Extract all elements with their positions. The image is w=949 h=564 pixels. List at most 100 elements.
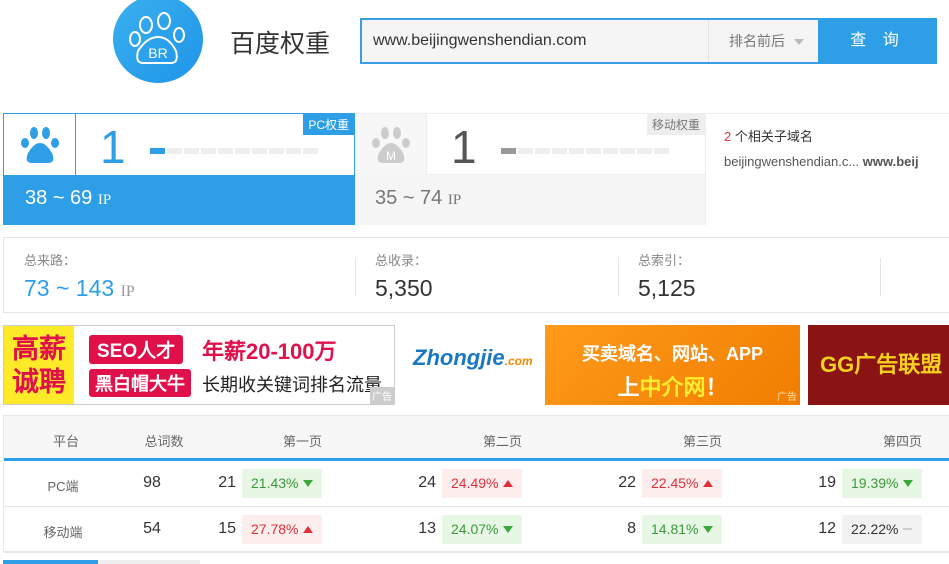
percent-value: 19.39% — [851, 475, 899, 491]
percent-value: 27.78% — [251, 521, 299, 537]
page-count: 13 — [418, 520, 436, 537]
ad-banner-gg[interactable]: GG广告联盟 — [808, 325, 949, 405]
baidu-paw-logo: BR — [113, 0, 203, 83]
subdomain-label: 个相关子域名 — [734, 129, 813, 144]
ad-text: 黑白帽大牛 — [89, 369, 191, 397]
arrow-down-icon — [903, 480, 914, 487]
page-count: 19 — [818, 474, 836, 491]
column-header: 第一页 — [282, 434, 322, 449]
ad-mark: 广告 — [370, 387, 394, 404]
zhongjie-logo: Zhongjie.com — [413, 345, 533, 370]
ad-text: 中介网 — [639, 375, 706, 400]
table-header: 平台 总词数 第一页 第二页 第三页 第四页 — [4, 416, 949, 461]
arrow-down-icon — [703, 526, 714, 533]
percent-badge: 14.81% — [642, 515, 722, 544]
ad-text: ！ — [705, 375, 728, 400]
percent-badge: 24.49% — [442, 469, 522, 498]
page-title: 百度权重 — [230, 30, 331, 58]
percent-value: 24.07% — [451, 521, 499, 537]
table-row: PC端 98 21 21.43% 24 24.49% 22 22.45% 19 19.39% — [4, 461, 949, 507]
weight-bar-segment — [235, 148, 250, 154]
weight-bar-segment — [518, 148, 533, 154]
table-row: 移动端 54 15 27.78% 13 24.07% 8 14.81% 12 22.22% — [4, 507, 949, 553]
pc-ip-value: 38 ~ 69 — [25, 187, 93, 209]
mobile-ip-range: 35 ~ 74 IP — [355, 175, 705, 225]
subdomain-link[interactable]: beijingwenshendian.c... — [724, 154, 860, 169]
weight-bar-segment — [620, 148, 635, 154]
weight-bar-segment — [501, 148, 516, 154]
page-count: 8 — [627, 520, 636, 537]
arrow-up-icon — [703, 480, 714, 487]
weight-bar-segment — [603, 148, 618, 154]
percent-value: 22.22% — [851, 521, 899, 537]
weight-bar-segment — [269, 148, 284, 154]
column-header: 平台 — [52, 434, 79, 449]
page-count: 21 — [218, 474, 236, 491]
svg-text:M: M — [386, 149, 396, 163]
arrow-up-icon — [503, 480, 514, 487]
index-label: 总索引： — [638, 253, 691, 268]
weight-bar-segment — [586, 148, 601, 154]
tab-active[interactable] — [3, 560, 98, 564]
subdomain-link[interactable]: www.beij — [862, 154, 919, 169]
column-header: 第二页 — [482, 434, 522, 449]
ad-text: 诚聘 — [12, 367, 66, 397]
weight-bar-segment — [184, 148, 199, 154]
percent-value: 22.45% — [651, 475, 699, 491]
dash-icon — [903, 528, 913, 530]
platform-cell: 移动端 — [43, 525, 83, 540]
query-button[interactable]: 查 询 — [818, 18, 937, 64]
ad-banner-zhongjie[interactable]: Zhongjie.com 买卖域名、网站、APP 上中介网！ 广告 — [405, 325, 800, 405]
percent-value: 14.81% — [651, 521, 699, 537]
weight-bar-segment — [552, 148, 567, 154]
ad-text: 买卖域名、网站、APP — [581, 344, 763, 364]
indexed-label: 总收录： — [375, 253, 428, 268]
divider — [880, 258, 881, 296]
search-box: 排名前后 — [360, 18, 818, 64]
ad-banner-seo-jobs[interactable]: 高薪 诚聘 SEO人才 年薪20-100万 黑白帽大牛 长期收关键词排名流量 广告 — [3, 325, 395, 405]
total-cell: 98 — [143, 474, 161, 491]
platform-cell: PC端 — [47, 479, 79, 494]
percent-value: 24.49% — [451, 475, 499, 491]
column-header: 第三页 — [682, 434, 722, 449]
ip-unit: IP — [447, 192, 462, 208]
mobile-weight-bar — [501, 148, 669, 154]
domain-input[interactable] — [362, 20, 708, 62]
ranking-table: 平台 总词数 第一页 第二页 第三页 第四页 PC端 98 21 21.43% 24 24.49% 2… — [3, 415, 949, 553]
percent-badge: 19.39% — [842, 469, 922, 498]
ip-unit: IP — [97, 192, 112, 208]
caret-down-icon — [794, 39, 804, 50]
percent-badge: 22.22% — [842, 515, 922, 544]
mobile-paw-icon: M — [355, 114, 427, 175]
page-count: 24 — [418, 474, 436, 491]
traffic-value: 73 ~ 143 — [24, 275, 115, 301]
weight-bar-segment — [637, 148, 652, 154]
column-header: 第四页 — [882, 434, 922, 449]
total-cell: 54 — [143, 520, 161, 537]
mobile-weight-value: 1 — [451, 121, 477, 173]
indexed-value: 5,350 — [375, 275, 433, 301]
divider — [355, 258, 356, 296]
weight-bar-segment — [201, 148, 216, 154]
tab[interactable] — [98, 560, 200, 564]
weight-bar-segment — [535, 148, 550, 154]
subdomains-panel: 2 个相关子域名 beijingwenshendian.c... www.bei… — [705, 113, 949, 225]
arrow-down-icon — [503, 526, 514, 533]
subdomain-count: 2 — [724, 129, 732, 144]
pc-weight-card: 1 PC权重 38 ~ 69 IP — [3, 113, 355, 225]
page-count: 12 — [818, 520, 836, 537]
mobile-weight-card: M 1 移动权重 35 ~ 74 IP — [355, 113, 705, 225]
weight-bar-segment — [286, 148, 301, 154]
paw-icon — [4, 114, 76, 175]
ad-text: 高薪 — [12, 334, 66, 364]
index-value: 5,125 — [638, 275, 696, 301]
ad-mark: 广告 — [777, 392, 797, 403]
rank-dropdown[interactable]: 排名前后 — [708, 20, 818, 62]
percent-value: 21.43% — [251, 475, 299, 491]
weight-bar-segment — [303, 148, 318, 154]
dropdown-label: 排名前后 — [729, 33, 785, 49]
pc-ip-range: 38 ~ 69 IP — [4, 175, 354, 225]
weight-bar-segment — [569, 148, 584, 154]
pc-weight-value: 1 — [100, 121, 126, 173]
traffic-label: 总来路： — [24, 253, 77, 268]
